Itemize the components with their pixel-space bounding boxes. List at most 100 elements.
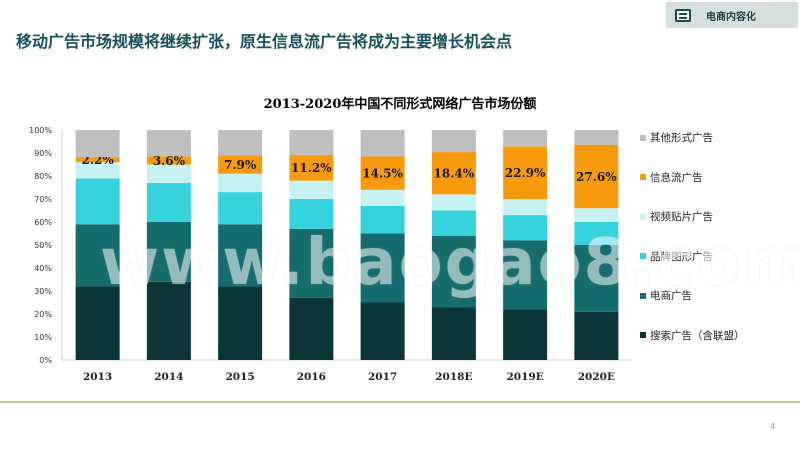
bar-segment (431, 210, 476, 236)
bar-segment (289, 228, 334, 298)
bar-segment (503, 215, 548, 241)
page-number: 4 (770, 422, 776, 431)
bar-segment (146, 281, 191, 360)
bar-segment (289, 199, 334, 229)
bar-segment (574, 130, 619, 145)
data-label: 22.9% (505, 166, 546, 180)
y-tick-label: 80% (34, 172, 52, 181)
bar-segment (360, 189, 405, 206)
y-tick-label: 50% (34, 241, 52, 250)
x-tick-label: 2016 (297, 371, 326, 383)
bar-segment (218, 155, 263, 174)
legend-item: 搜索广告（含联盟） (640, 328, 745, 343)
bar-segment (431, 152, 476, 195)
legend-swatch (640, 253, 646, 259)
chart-title: 2013-2020年中国不同形式网络广告市场份额 (263, 97, 537, 112)
x-tick-label: 2019E (507, 371, 544, 383)
y-tick-label: 0% (39, 356, 52, 365)
bar-segment (574, 245, 619, 312)
section-badge: 电商内容化 (666, 2, 798, 28)
bar-segment (75, 178, 120, 225)
x-tick-label: 2020E (578, 371, 615, 383)
legend-label: 信息流广告 (650, 171, 703, 184)
badge-label: 电商内容化 (706, 11, 756, 23)
legend-swatch (640, 332, 646, 338)
bar-segment (218, 192, 263, 225)
legend-label: 其他形式广告 (650, 132, 713, 144)
y-tick-label: 10% (34, 333, 52, 342)
data-label: 14.5% (362, 167, 403, 181)
legend-swatch (640, 292, 646, 299)
x-tick-label: 2013 (83, 371, 112, 383)
y-tick-label: 70% (34, 195, 52, 204)
bar-segment (574, 208, 619, 222)
y-tick-label: 100% (29, 126, 52, 135)
bar-segment (218, 173, 263, 193)
bar-segment (75, 286, 120, 360)
legend-item: 其他形式广告 (640, 130, 713, 145)
footer-divider (0, 401, 800, 403)
y-tick-label: 60% (34, 218, 52, 227)
legend-label: 电商广告 (650, 290, 692, 302)
data-label: 27.6% (576, 170, 617, 184)
bar-segment (503, 240, 548, 310)
bar-segment (289, 154, 334, 181)
legend-label: 品牌图形广告 (650, 250, 713, 263)
data-label: 7.9% (224, 158, 257, 172)
bar-segment (360, 130, 405, 157)
bar-segment (503, 309, 548, 360)
bar-segment (431, 130, 476, 153)
data-label: 18.4% (434, 167, 475, 181)
bar-segment (431, 194, 476, 211)
bar-segment (218, 286, 263, 360)
bar-segment (218, 224, 263, 287)
slide-title: 移动广告市场规模将继续扩张，原生信息流广告将成为主要增长机会点 (16, 32, 513, 51)
bar-segment (360, 233, 405, 303)
bar-segment (289, 297, 334, 360)
x-tick-label: 2017 (368, 371, 397, 383)
legend-item: 电商广告 (640, 288, 692, 303)
x-tick-label: 2014 (154, 371, 183, 383)
y-tick-label: 90% (34, 149, 52, 158)
bar-segment (574, 311, 619, 360)
legend-swatch (640, 174, 646, 180)
bar-segment (146, 130, 191, 157)
y-tick-label: 20% (34, 310, 52, 319)
bar-segment (146, 182, 191, 222)
bar-segment (574, 222, 619, 245)
bar-segment (146, 222, 191, 282)
data-label: 3.6% (153, 154, 186, 168)
bar-segment (503, 130, 548, 147)
bar-segment (360, 205, 405, 234)
bar-segment (574, 144, 619, 209)
x-tick-label: 2018E (435, 371, 472, 383)
bar-segment (289, 130, 334, 155)
bar-segment (289, 180, 334, 199)
bar-segment (503, 146, 548, 199)
bar-segment (75, 130, 120, 158)
legend-swatch (640, 134, 646, 141)
bar-segment (75, 157, 120, 163)
bar-segment (218, 130, 263, 156)
bar-segment (360, 302, 405, 360)
legend-label: 搜索广告（含联盟） (650, 329, 745, 342)
document-icon (675, 8, 691, 22)
bar-segment (146, 156, 191, 165)
legend-item: 信息流广告 (640, 170, 703, 185)
legend-swatch (640, 213, 646, 220)
legend-item: 视频贴片广告 (640, 209, 713, 224)
legend-label: 视频贴片广告 (650, 211, 713, 223)
bar-segment (431, 235, 476, 308)
bar-segment (503, 199, 548, 216)
data-label: 11.2% (291, 161, 332, 175)
y-tick-label: 40% (34, 264, 52, 273)
bar-segment (431, 307, 476, 360)
bar-segment (360, 156, 405, 190)
bar-segment (146, 164, 191, 183)
bar-segment (75, 162, 120, 179)
bar-segment (75, 224, 120, 287)
x-tick-label: 2015 (226, 371, 255, 383)
y-tick-label: 30% (34, 287, 52, 296)
legend-item: 品牌图形广告 (640, 249, 713, 264)
